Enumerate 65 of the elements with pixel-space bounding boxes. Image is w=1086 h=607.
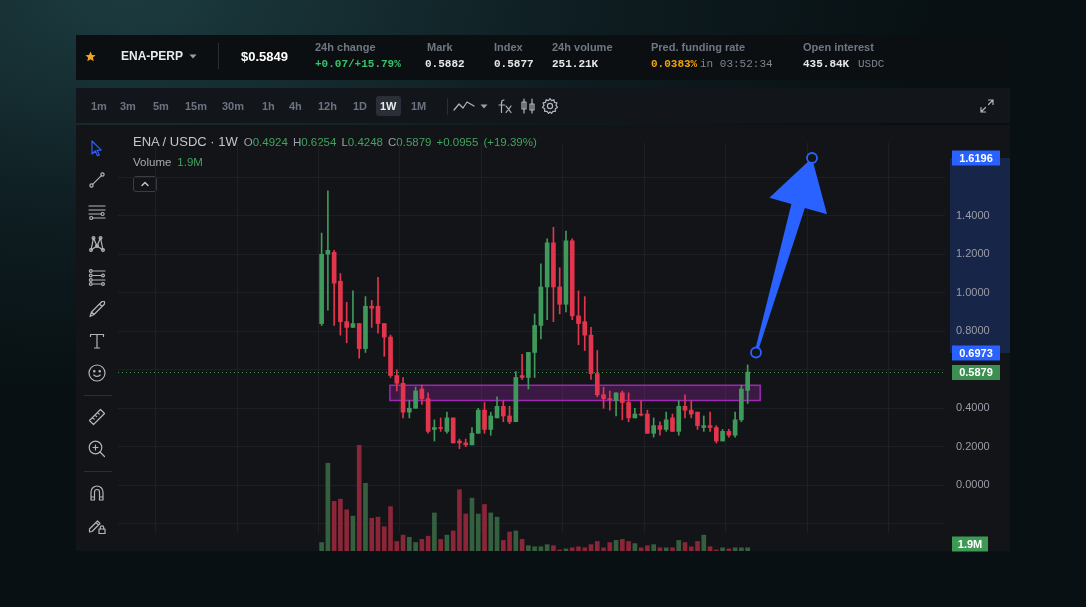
bar xyxy=(676,540,682,551)
bar xyxy=(475,513,481,551)
bar xyxy=(432,512,437,551)
text: 1W xyxy=(376,96,401,116)
bar xyxy=(657,547,663,551)
text: USDC xyxy=(858,58,885,70)
text: Pred. funding rate xyxy=(651,41,746,53)
bar xyxy=(638,547,644,551)
chart-subtitle: 1.9M xyxy=(177,156,203,168)
bar xyxy=(356,444,362,551)
text: Open interest xyxy=(803,41,874,53)
bar xyxy=(488,512,494,551)
text: in 03:52:34 xyxy=(700,58,773,70)
text: ENA-PERP xyxy=(121,49,184,63)
bar xyxy=(707,546,713,551)
y-tick-label: 0.2000 xyxy=(956,439,990,452)
ref-line-label: 0.5879 xyxy=(959,365,993,378)
y-tick-label: 1.2000 xyxy=(956,247,990,260)
bar xyxy=(670,547,675,551)
chart-title: ENA / USDC · 1W xyxy=(133,133,238,149)
text: 5m xyxy=(153,100,169,112)
text: 24h volume xyxy=(552,41,613,53)
bar xyxy=(701,534,707,551)
bar xyxy=(319,542,324,551)
y-tick-label: 1.0000 xyxy=(956,285,990,298)
bar xyxy=(651,544,656,551)
bar xyxy=(369,517,375,551)
y-tick-label: 0.8000 xyxy=(956,324,990,337)
text: 3m xyxy=(120,100,136,112)
chart-title: Volume xyxy=(133,156,172,168)
bar xyxy=(363,483,368,551)
text: 0.5882 xyxy=(425,58,465,70)
text: +0.07/+15.79% xyxy=(315,58,401,70)
text: 1D xyxy=(353,100,368,112)
text: Mark xyxy=(427,41,453,53)
bar xyxy=(645,545,650,551)
text: 435.84K xyxy=(803,58,850,70)
text: O0.4924 H0.6254 L0.4248 C0.5879 +0.0955 (+19.39%) xyxy=(243,135,537,148)
text: 1m xyxy=(91,100,107,112)
y-tick-label: 0.4000 xyxy=(956,401,990,414)
bar xyxy=(538,546,544,551)
bar xyxy=(663,547,669,551)
text: 30m xyxy=(222,100,245,112)
text: 1.6196 xyxy=(952,150,1000,166)
text: Index xyxy=(494,41,523,53)
bar xyxy=(720,547,725,551)
text: 1h xyxy=(262,100,275,112)
text: $0.5849 xyxy=(241,48,288,64)
bar xyxy=(482,504,487,551)
bar xyxy=(438,539,443,551)
text: 4h xyxy=(289,100,302,112)
text: 12h xyxy=(318,100,337,112)
text: 0.0383% xyxy=(651,58,698,70)
text: 1.9M xyxy=(952,536,988,552)
bar xyxy=(544,544,550,551)
y-tick-label: 0.0000 xyxy=(956,478,990,491)
bar xyxy=(732,547,738,551)
text: 15m xyxy=(185,100,208,112)
text: 1M xyxy=(411,100,427,112)
text: 0.6973 xyxy=(952,345,1000,360)
text: 251.21K xyxy=(552,58,599,70)
text: 0.5877 xyxy=(494,58,534,70)
bar xyxy=(588,544,594,551)
y-tick-label: 1.4000 xyxy=(956,208,990,221)
text: 24h change xyxy=(315,41,376,53)
